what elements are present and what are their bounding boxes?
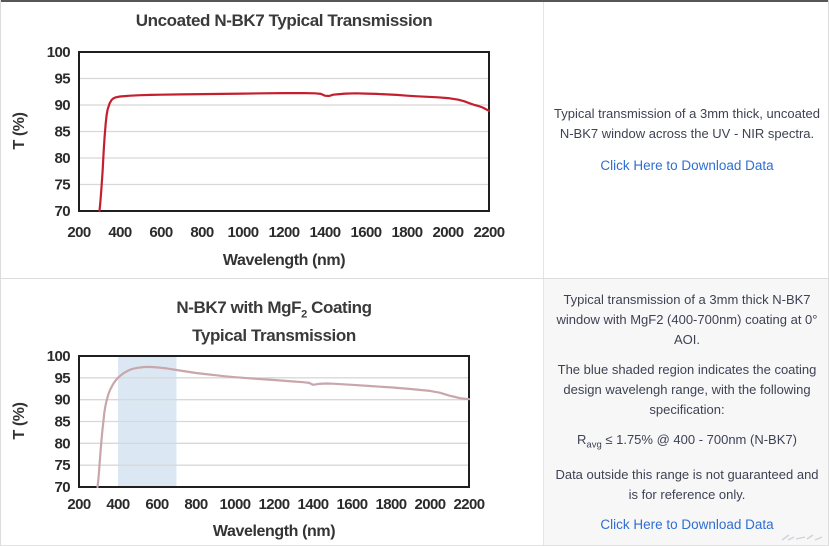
- series-line: [98, 91, 491, 213]
- spec-value: ≤ 1.75% @ 400 - 700nm (N-BK7): [601, 431, 797, 447]
- y-tick-label: 90: [55, 392, 71, 409]
- x-tick-label: 1000: [228, 224, 259, 241]
- chart-title-uncoated: Uncoated N-BK7 Typical Transmission: [135, 11, 433, 30]
- x-tick-label: 1000: [220, 496, 251, 513]
- y-tick-label: 100: [47, 348, 70, 365]
- y-tick-label: 75: [55, 457, 71, 474]
- plot-border: [78, 355, 470, 488]
- x-tick-label: 400: [108, 224, 131, 241]
- x-axis-label-uncoated: Wavelength (nm): [222, 252, 346, 269]
- mgf2-spec: Ravg ≤ 1.75% @ 400 - 700nm (N-BK7): [577, 430, 797, 456]
- horizontal-divider: [1, 278, 828, 279]
- corner-artifact: [781, 534, 823, 541]
- x-tick-label: 2000: [433, 224, 464, 241]
- x-tick-label: 1400: [298, 496, 329, 513]
- x-tick-label: 1400: [310, 224, 341, 241]
- top-border-bar: [1, 0, 828, 2]
- y-tick-label: 95: [55, 370, 71, 387]
- x-tick-label: 2200: [474, 224, 505, 241]
- y-tick-label: 75: [55, 177, 71, 194]
- x-tick-label: 1800: [376, 496, 407, 513]
- x-tick-label: 200: [67, 224, 90, 241]
- mgf2-disclaimer: Data outside this range is not guarantee…: [555, 467, 819, 503]
- y-tick-label: 90: [55, 97, 71, 114]
- y-tick-label: 85: [55, 124, 71, 141]
- title-text: N-BK7 with MgF: [176, 298, 302, 317]
- transmission-chart-mgf2: 200 400 600 800 1000 1200 1400 1600 1800 2000 2200…: [47, 348, 486, 513]
- x-tick-label: 1800: [392, 224, 423, 241]
- y-axis-label-uncoated: T (%): [11, 112, 28, 150]
- download-data-link-uncoated[interactable]: Click Here to Download Data: [600, 158, 774, 173]
- y-tick-label: 80: [55, 435, 71, 452]
- chart-title-mgf2-line1: N-BK7 with MgF2 Coating: [176, 298, 372, 321]
- y-tick-label: 70: [55, 203, 71, 220]
- spec-subscript: avg: [586, 439, 602, 451]
- info-panel-mgf2: Typical transmission of a 3mm thick N-BK…: [544, 279, 828, 545]
- vertical-divider: [543, 2, 544, 545]
- x-tick-label: 800: [190, 224, 213, 241]
- title-text: Coating: [306, 298, 372, 317]
- plot-border: [78, 51, 490, 212]
- chart-title-mgf2-line2: Typical Transmission: [192, 326, 356, 346]
- y-tick-label: 100: [47, 44, 70, 61]
- x-tick-label: 600: [145, 496, 168, 513]
- x-tick-label: 2000: [415, 496, 446, 513]
- mgf2-band-note: The blue shaded region indicates the coa…: [557, 361, 817, 417]
- x-tick-label: 1600: [351, 224, 382, 241]
- y-tick-label: 80: [55, 150, 71, 167]
- y-axis-label-mgf2: T (%): [11, 402, 28, 440]
- x-tick-label: 1200: [269, 224, 300, 241]
- uncoated-description: Typical transmission of a 3mm thick, unc…: [554, 106, 820, 141]
- y-tick-label: 95: [55, 71, 71, 88]
- y-tick-label: 70: [55, 479, 71, 496]
- mgf2-description: Typical transmission of a 3mm thick N-BK…: [556, 291, 818, 347]
- y-tick-label: 85: [55, 414, 71, 431]
- series-line: [96, 365, 471, 489]
- x-tick-label: 200: [67, 496, 90, 513]
- x-tick-label: 2200: [454, 496, 485, 513]
- x-tick-label: 600: [149, 224, 172, 241]
- x-tick-label: 1200: [259, 496, 290, 513]
- spec-symbol: R: [577, 431, 587, 447]
- x-axis-label-mgf2: Wavelength (nm): [212, 523, 336, 540]
- info-panel-uncoated: Typical transmission of a 3mm thick, unc…: [544, 2, 828, 278]
- x-tick-label: 400: [106, 496, 129, 513]
- title-subscript: 2: [301, 308, 307, 321]
- download-data-link-mgf2[interactable]: Click Here to Download Data: [600, 517, 774, 533]
- x-tick-label: 1600: [337, 496, 368, 513]
- transmission-chart-uncoated: 200 400 600 800 1000 1200 1400 1600 1800 2000 2200…: [47, 44, 506, 241]
- chart-title-mgf2: N-BK7 with MgF2 Coating Typical Transmis…: [79, 297, 469, 346]
- x-tick-label: 800: [184, 496, 207, 513]
